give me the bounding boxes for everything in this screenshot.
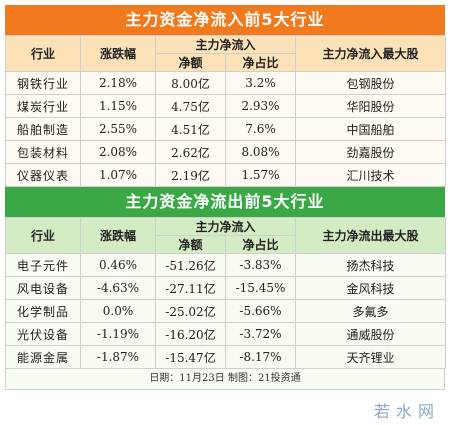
net-cell: 2.62亿: [155, 140, 226, 164]
inflow-title: 主力资金净流入前5大行业: [5, 5, 445, 35]
ratio-cell: -3.72%: [224, 322, 297, 346]
change-cell: -4.63%: [80, 276, 156, 300]
fund-flow-report: 主力资金净流入前5大行业 行业 涨跌幅 主力净流入 主力净流入最大股 净额 净占…: [5, 5, 447, 390]
ratio-cell: -15.45%: [224, 276, 297, 300]
ratio-cell: 8.08%: [224, 140, 297, 164]
stock-cell: 扬杰科技: [295, 253, 447, 277]
table-row: 电子元件 0.46% -51.26亿 -3.83% 扬杰科技: [5, 253, 447, 277]
table-row: 包装材料 2.08% 2.62亿 8.08% 劲嘉股份: [5, 140, 447, 164]
change-cell: 2.55%: [80, 117, 156, 141]
inflow-header-ratio: 净占比: [224, 53, 297, 72]
industry-cell: 煤炭行业: [5, 94, 81, 118]
net-cell: 4.75亿: [155, 94, 226, 118]
ratio-cell: -8.17%: [224, 345, 297, 369]
outflow-header-group: 主力净流入: [154, 217, 297, 236]
ratio-cell: -5.66%: [224, 299, 297, 323]
stock-cell: 汇川技术: [295, 163, 447, 187]
table-row: 钢铁行业 2.18% 8.00亿 3.2% 包钢股份: [5, 71, 447, 95]
industry-cell: 仪器仪表: [5, 163, 81, 187]
outflow-header-industry: 行业: [5, 217, 81, 254]
industry-cell: 能源金属: [5, 345, 81, 369]
table-row: 化学制品 0.0% -25.02亿 -5.66% 多氟多: [5, 299, 447, 323]
table-row: 风电设备 -4.63% -27.11亿 -15.45% 金风科技: [5, 276, 447, 300]
industry-cell: 化学制品: [5, 299, 81, 323]
inflow-header-change: 涨跌幅: [80, 35, 156, 72]
net-cell: 4.51亿: [155, 117, 226, 141]
net-cell: -25.02亿: [155, 299, 226, 323]
change-cell: 0.0%: [80, 299, 156, 323]
stock-cell: 通威股份: [295, 322, 447, 346]
inflow-table: 行业 涨跌幅 主力净流入 主力净流入最大股 净额 净占比 钢铁行业 2.18% …: [5, 35, 447, 187]
outflow-header-net: 净额: [155, 235, 226, 254]
ratio-cell: 7.6%: [224, 117, 297, 141]
industry-cell: 包装材料: [5, 140, 81, 164]
outflow-header-top-stock: 主力净流出最大股: [295, 217, 447, 254]
net-cell: 8.00亿: [155, 71, 226, 95]
inflow-header-industry: 行业: [5, 35, 81, 72]
inflow-header-top-stock: 主力净流入最大股: [295, 35, 447, 72]
industry-cell: 船舶制造: [5, 117, 81, 141]
inflow-header-group: 主力净流入: [154, 35, 297, 54]
table-row: 能源金属 -1.87% -15.47亿 -8.17% 天齐锂业: [5, 345, 447, 369]
ratio-cell: 1.57%: [224, 163, 297, 187]
change-cell: 1.15%: [80, 94, 156, 118]
industry-cell: 钢铁行业: [5, 71, 81, 95]
stock-cell: 天齐锂业: [295, 345, 447, 369]
table-row: 光伏设备 -1.19% -16.20亿 -3.72% 通威股份: [5, 322, 447, 346]
stock-cell: 包钢股份: [295, 71, 447, 95]
site-logo: 若水网: [373, 402, 440, 421]
industry-cell: 风电设备: [5, 276, 81, 300]
stock-cell: 华阳股份: [295, 94, 447, 118]
industry-cell: 光伏设备: [5, 322, 81, 346]
table-row: 煤炭行业 1.15% 4.75亿 2.93% 华阳股份: [5, 94, 447, 118]
stock-cell: 金风科技: [295, 276, 447, 300]
change-cell: 2.18%: [80, 71, 156, 95]
inflow-header-net: 净额: [155, 53, 226, 72]
net-cell: -51.26亿: [155, 253, 226, 277]
ratio-cell: 2.93%: [224, 94, 297, 118]
table-row: 仪器仪表 1.07% 2.19亿 1.57% 汇川技术: [5, 163, 447, 187]
net-cell: -15.47亿: [155, 345, 226, 369]
outflow-header-change: 涨跌幅: [80, 217, 156, 254]
stock-cell: 中国船舶: [295, 117, 447, 141]
change-cell: 2.08%: [80, 140, 156, 164]
net-cell: -27.11亿: [155, 276, 226, 300]
ratio-cell: -3.83%: [224, 253, 297, 277]
change-cell: 1.07%: [80, 163, 156, 187]
outflow-table: 行业 涨跌幅 主力净流入 主力净流出最大股 净额 净占比 电子元件 0.46% …: [5, 217, 447, 369]
industry-cell: 电子元件: [5, 253, 81, 277]
ratio-cell: 3.2%: [224, 71, 297, 95]
stock-cell: 多氟多: [295, 299, 447, 323]
table-row: 船舶制造 2.55% 4.51亿 7.6% 中国船舶: [5, 117, 447, 141]
change-cell: 0.46%: [80, 253, 156, 277]
outflow-header-ratio: 净占比: [224, 235, 297, 254]
net-cell: -16.20亿: [155, 322, 226, 346]
footer-note: 日期：11月23日 制图：21投资通: [5, 369, 445, 390]
change-cell: -1.19%: [80, 322, 156, 346]
stock-cell: 劲嘉股份: [295, 140, 447, 164]
change-cell: -1.87%: [80, 345, 156, 369]
outflow-title: 主力资金净流出前5大行业: [5, 187, 445, 217]
net-cell: 2.19亿: [155, 163, 226, 187]
